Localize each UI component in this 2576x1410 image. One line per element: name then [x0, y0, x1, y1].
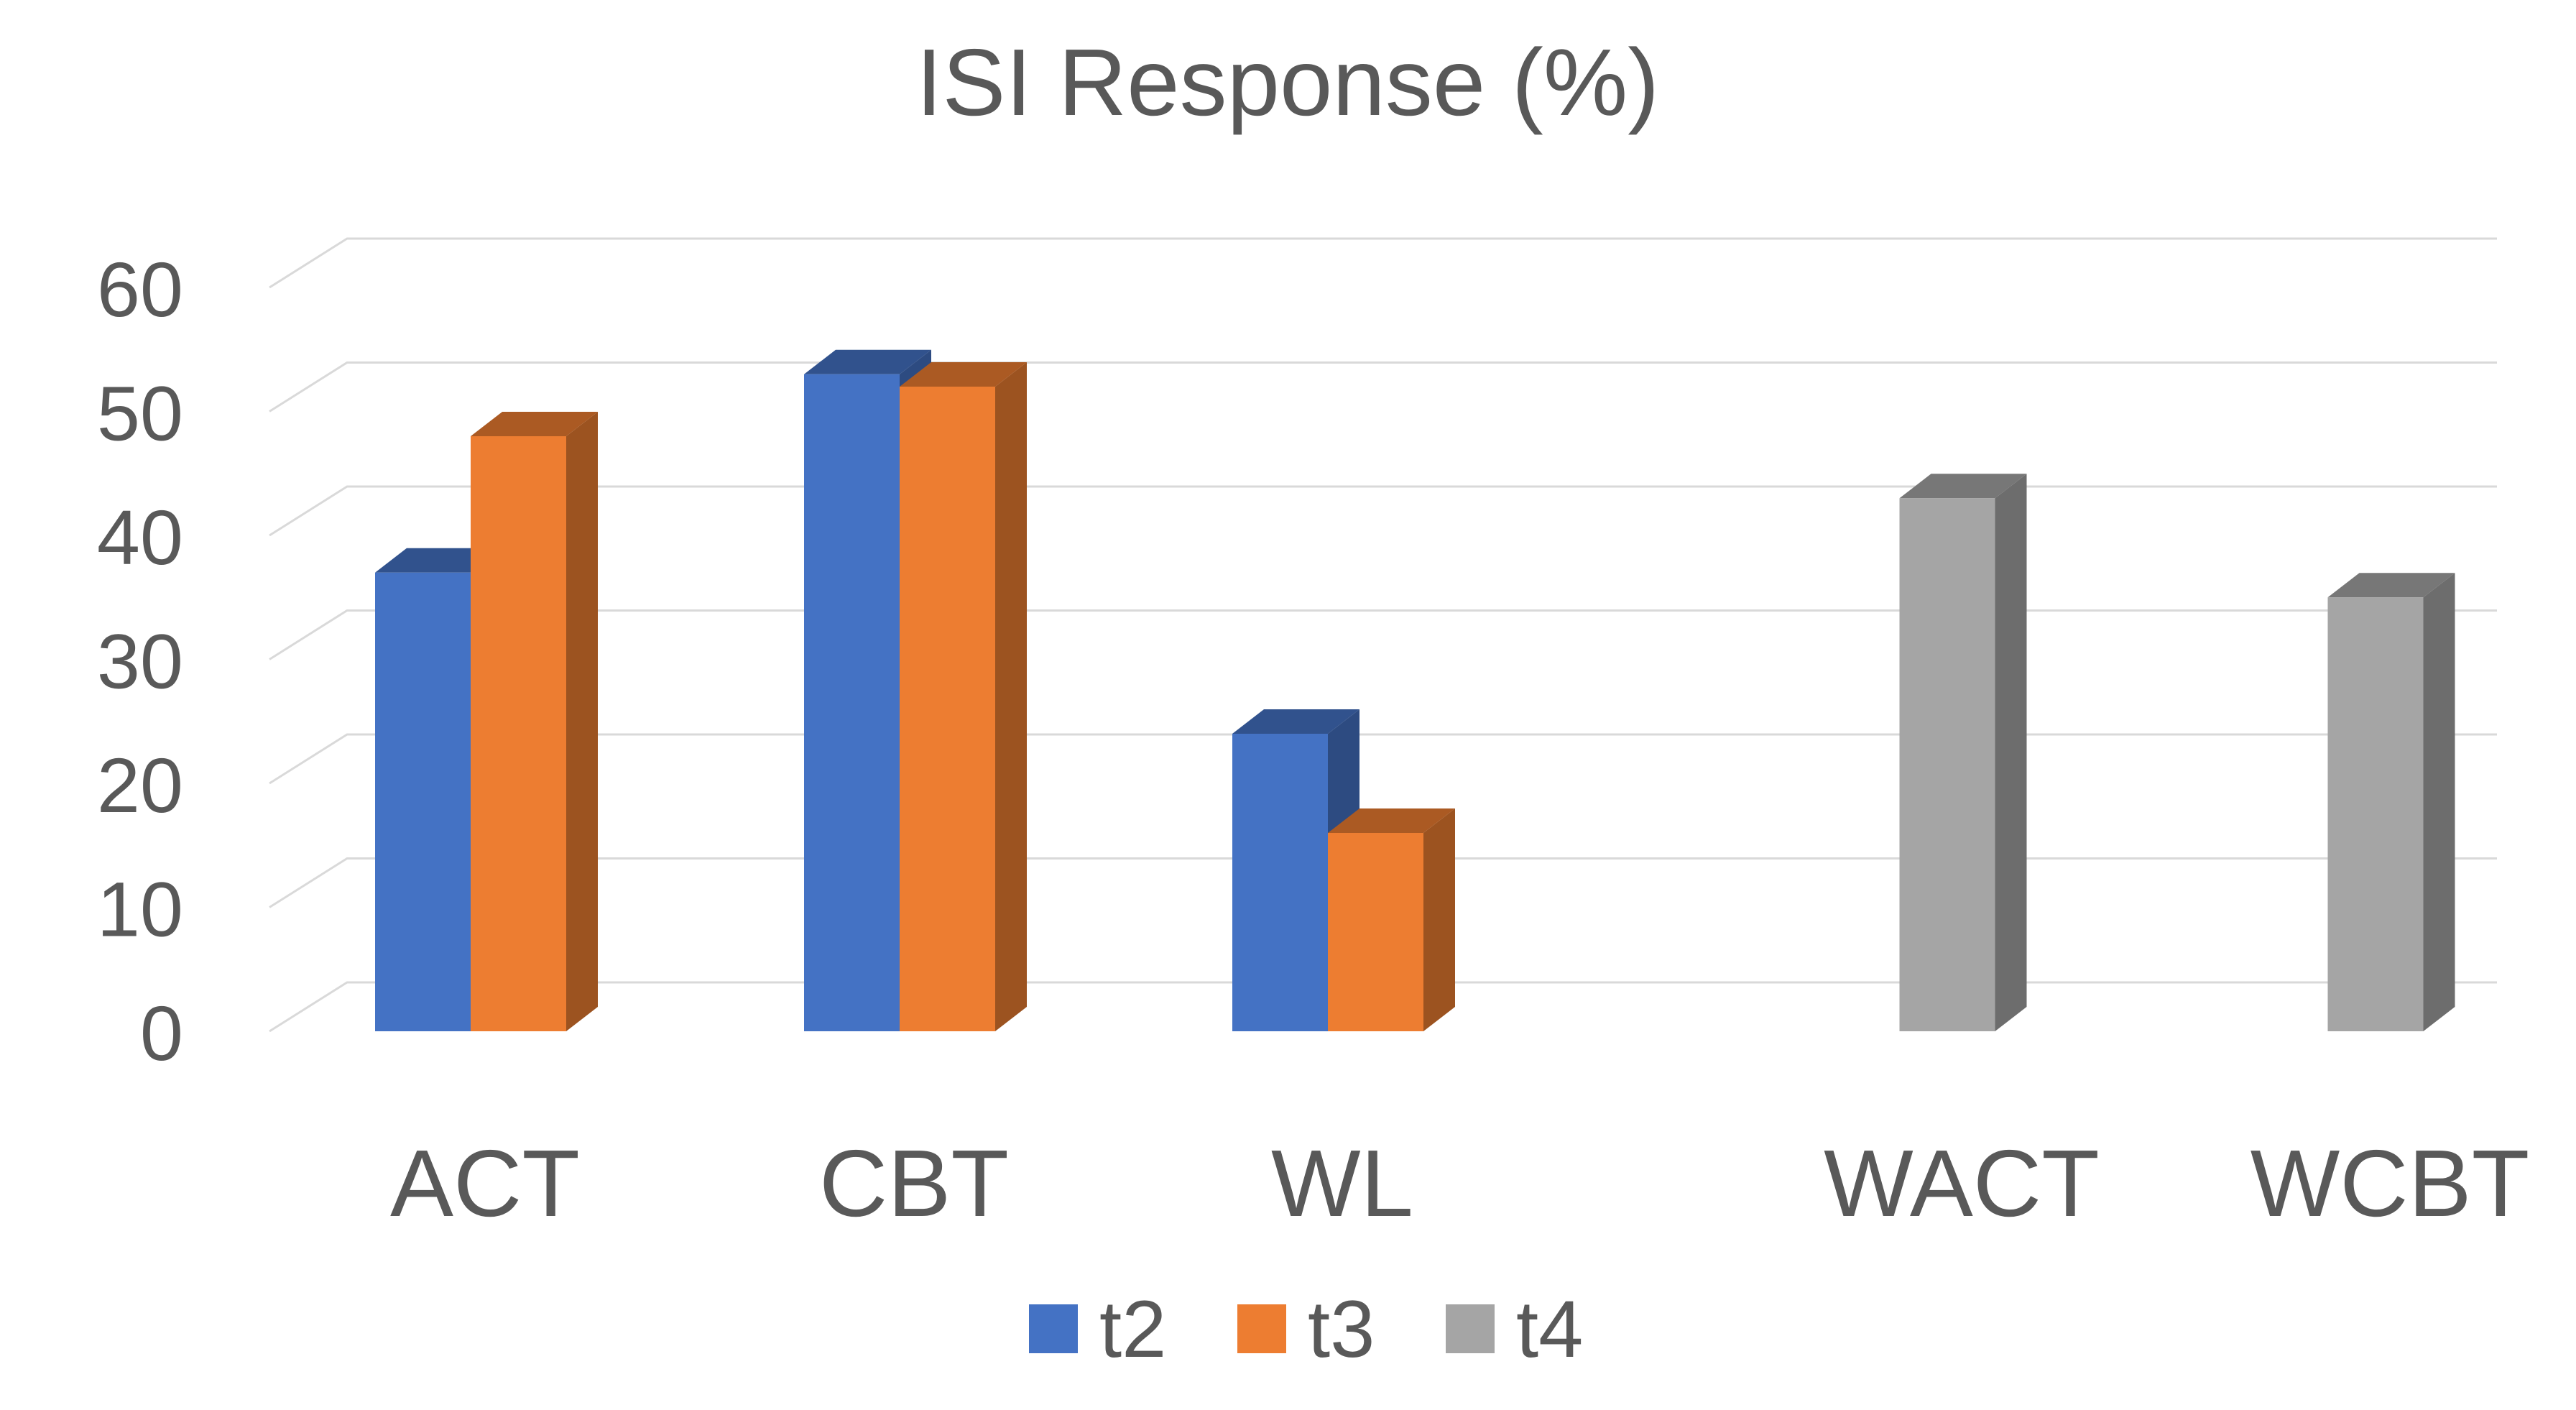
legend-label: t3 [1308, 1284, 1375, 1374]
legend-item-t2: t2 [1029, 1284, 1166, 1374]
gridline [269, 237, 2497, 289]
x-tick-label: WCBT [2250, 1130, 2530, 1236]
gridline [269, 361, 2497, 413]
y-tick-label: 60 [97, 246, 183, 333]
bar-front [804, 374, 900, 1031]
bar-t3-CBT [900, 362, 1027, 1031]
bar-front [375, 572, 471, 1031]
gridline [269, 857, 2497, 908]
bar-t4-WACT [1899, 474, 2027, 1031]
bar-front [2327, 597, 2424, 1031]
bar-t4-WCBT [2327, 573, 2455, 1031]
x-tick-label: WL [1271, 1130, 1413, 1236]
legend-label: t4 [1516, 1284, 1583, 1374]
y-tick-label: 0 [140, 990, 183, 1077]
bar-side [2423, 573, 2455, 1031]
legend-swatch [1029, 1304, 1078, 1353]
bar-top [2327, 573, 2455, 598]
y-tick-label: 30 [97, 618, 183, 705]
bar-top [1899, 474, 2027, 499]
bar-front [1232, 734, 1328, 1031]
bar-front [1328, 833, 1423, 1031]
legend: t2 t3 t4 [1029, 1284, 1583, 1374]
x-tick-label: ACT [390, 1130, 580, 1236]
gridline [269, 609, 2497, 660]
chart-title: ISI Response (%) [916, 29, 1659, 135]
x-tick-label: CBT [819, 1130, 1009, 1236]
legend-item-t3: t3 [1237, 1284, 1375, 1374]
bar-top [375, 548, 502, 573]
bar-side [1995, 474, 2027, 1031]
bar-top [1328, 808, 1455, 833]
legend-swatch [1446, 1304, 1495, 1353]
legend-swatch [1237, 1304, 1286, 1353]
gridline [269, 733, 2497, 785]
bar-top [804, 349, 931, 374]
x-axis-labels: ACT CBT WL WACT WCBT [390, 1130, 2529, 1236]
y-tick-label: 50 [97, 370, 183, 457]
bar-top [471, 412, 598, 436]
x-tick-label: WACT [1824, 1130, 2100, 1236]
y-tick-label: 40 [97, 494, 183, 581]
y-tick-label: 10 [97, 866, 183, 953]
gridlines [269, 237, 2497, 1033]
legend-label: t2 [1099, 1284, 1166, 1374]
gridline [269, 981, 2497, 1033]
bar-t3-WL [1328, 808, 1455, 1031]
y-tick-label: 20 [97, 742, 183, 829]
bar-top [900, 362, 1027, 387]
bar-top [1232, 709, 1359, 734]
bar-front [900, 387, 995, 1031]
bar-front [1899, 498, 1995, 1031]
bars [375, 349, 2455, 1031]
y-axis-ticks: 0 10 20 30 40 50 60 [97, 246, 183, 1077]
bar-side [995, 362, 1027, 1031]
bar-side [1423, 808, 1455, 1031]
bar-t3-ACT [471, 412, 598, 1031]
bar-front [471, 436, 566, 1031]
bar-side [566, 412, 598, 1031]
legend-item-t4: t4 [1446, 1284, 1583, 1374]
gridline [269, 485, 2497, 537]
